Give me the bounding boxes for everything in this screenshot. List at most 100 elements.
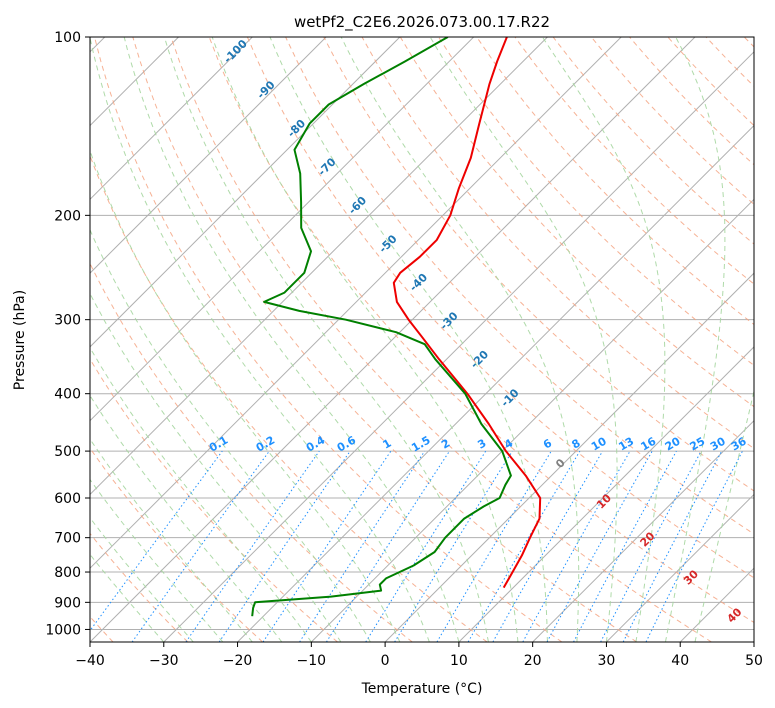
y-tick-label: 300 <box>54 313 81 329</box>
isotherm-gridline <box>753 641 754 642</box>
dewpoint-line <box>251 37 512 617</box>
isotherm-gridline <box>310 198 754 642</box>
mixing-ratio-line <box>546 450 653 642</box>
y-tick-label: 800 <box>54 565 81 581</box>
isotherm-gridline <box>163 51 754 642</box>
isotherm-gridline <box>90 37 401 348</box>
dry-adiabat <box>476 37 754 326</box>
moist-adiabat <box>90 516 194 642</box>
x-tick-label: −20 <box>223 653 253 669</box>
mixing-ratio-label: 6 <box>541 436 554 451</box>
mixing-ratio-line <box>299 450 426 642</box>
y-tick-label: 400 <box>54 387 81 403</box>
moist-adiabat <box>269 37 548 642</box>
y-tick-label: 200 <box>54 208 81 224</box>
isotherm-gridline <box>90 37 548 496</box>
moist-adiabat-label: 30 <box>681 567 701 587</box>
dry-adiabat-label: -10 <box>498 386 521 409</box>
dry-adiabat-label: -50 <box>376 232 399 255</box>
dry-adiabat <box>170 37 712 642</box>
dry-adiabats <box>90 37 754 642</box>
x-tick-label: 10 <box>450 653 468 669</box>
y-tick-label: 700 <box>54 531 81 547</box>
dry-adiabat-label: -60 <box>346 194 369 217</box>
dry-adiabat <box>743 37 754 48</box>
y-tick-label: 1000 <box>45 622 81 638</box>
x-tick-label: 50 <box>745 653 763 669</box>
dry-adiabat <box>629 37 754 166</box>
x-tick-label: 40 <box>671 653 689 669</box>
chart-title: wetPf2_C2E6.2026.073.00.17.R22 <box>294 13 550 32</box>
dry-adiabat <box>90 262 413 642</box>
mixing-ratio-line <box>262 450 392 642</box>
mixing-ratio-label: 3 <box>475 437 488 452</box>
moist-adiabat <box>90 228 371 642</box>
moist-adiabats <box>90 37 754 642</box>
dry-adiabat-label: -90 <box>254 78 277 101</box>
moist-adiabat <box>90 37 430 642</box>
mixing-ratio-line <box>436 450 552 642</box>
moist-adiabat <box>694 389 754 642</box>
dry-adiabat <box>438 37 754 366</box>
dry-adiabat <box>90 154 488 642</box>
x-tick-label: −10 <box>297 653 327 669</box>
isotherm-gridline <box>384 272 754 642</box>
dry-adiabat <box>552 37 754 245</box>
mixing-ratio-line <box>394 450 513 642</box>
mixing-ratio-label: 8 <box>570 437 583 452</box>
isotherm-gridline <box>237 124 754 642</box>
x-tick-label: −30 <box>149 653 179 669</box>
mixing-ratio-line <box>573 450 677 642</box>
mixing-ratio-line <box>645 450 743 642</box>
moist-adiabat <box>90 394 283 642</box>
moist-adiabat-label: 20 <box>638 529 658 549</box>
isotherm-gridline <box>90 37 696 642</box>
moist-adiabat <box>163 37 489 642</box>
isotherm-gridline <box>90 37 253 201</box>
y-tick-label: 900 <box>54 595 81 611</box>
moist-adiabat-label: 40 <box>725 605 745 625</box>
axes: −40 −30 −20 −10 0 10 20 30 40 5010009008007006005… <box>45 30 763 669</box>
x-tick-label: 0 <box>381 653 390 669</box>
mixing-ratio-line <box>218 450 351 642</box>
grid-lines <box>90 37 754 642</box>
mixing-ratio-label: 2 <box>439 437 452 452</box>
moist-adiabat <box>340 37 580 642</box>
y-tick-label: 500 <box>54 444 81 460</box>
isotherm-gridline <box>90 37 327 274</box>
plot-frame <box>89 36 755 643</box>
plot-area: 0.1 0.2 0.4 0.6 1 1.5 2 3 4 6 8 10 13 16 20 25 30 36-100-… <box>90 37 754 642</box>
x-tick-label: 20 <box>524 653 542 669</box>
moist-adiabat <box>90 149 401 642</box>
moist-adiabat <box>211 37 519 642</box>
mixing-ratio-line <box>325 450 450 642</box>
moist-adiabat <box>123 37 460 642</box>
mixing-ratio-line <box>522 450 631 642</box>
mixing-ratio-line <box>185 450 320 642</box>
x-tick-label: −40 <box>75 653 105 669</box>
dry-adiabat-label: -100 <box>221 37 250 66</box>
dry-adiabat <box>361 37 754 450</box>
dry-adiabat <box>514 37 754 285</box>
moist-adiabat <box>90 438 253 642</box>
mixing-ratio-label: 1 <box>381 437 394 452</box>
dry-adiabat <box>399 37 754 408</box>
x-tick-label: 30 <box>598 653 616 669</box>
moist-adiabat-label: 0 <box>553 456 568 471</box>
y-tick-label: 100 <box>54 30 81 46</box>
dry-adiabat-label: -40 <box>407 271 430 294</box>
x-axis-label: Temperature (°C) <box>361 681 483 697</box>
dry-adiabat-label: -20 <box>468 348 491 371</box>
moist-adiabat <box>90 553 165 642</box>
moist-adiabat <box>665 37 726 642</box>
isotherm-gridline <box>606 493 754 642</box>
mixing-ratio-line <box>365 450 487 642</box>
temperature-line <box>392 37 542 589</box>
mixing-ratio-line <box>600 450 702 642</box>
dry-adiabat <box>90 447 263 642</box>
dry-adiabat <box>94 37 563 642</box>
moist-adiabat <box>541 37 666 642</box>
moist-adiabat <box>90 346 312 642</box>
dry-adiabat-label: -80 <box>285 117 308 140</box>
